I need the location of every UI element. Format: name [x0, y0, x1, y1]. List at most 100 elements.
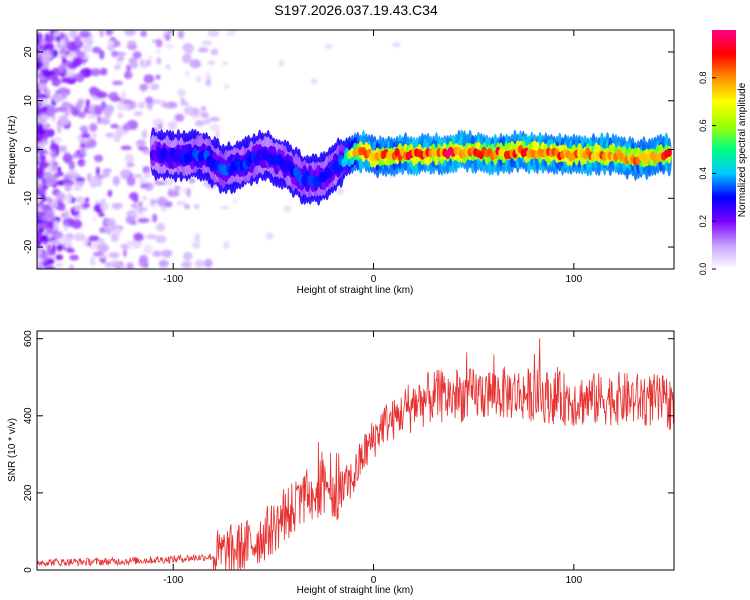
spectrogram-noise-blob — [64, 209, 70, 220]
spectrogram-noise-blob — [126, 262, 135, 269]
spectrogram-noise-blob — [105, 132, 115, 138]
spectrogram-noise-blob — [167, 120, 178, 131]
spectrogram-noise-blob — [137, 217, 150, 224]
spectrogram-noise-blob — [37, 123, 44, 133]
spectrogram-noise-blob — [111, 202, 123, 210]
spectrogram-noise-blob — [185, 70, 190, 77]
spectrogram-noise-blob — [125, 102, 131, 112]
spectrogram-noise-blob — [47, 196, 52, 204]
spectrogram-noise-blob — [120, 169, 131, 180]
spectrogram-noise-blob — [37, 167, 44, 174]
spectrogram-ridge-cell — [341, 158, 347, 168]
spectrogram-x-axis: -100 0 100 — [163, 30, 583, 285]
spectrogram-noise-blob — [205, 78, 211, 87]
spectrogram-noise-blob — [215, 131, 220, 139]
spectrogram-noise-blob — [100, 258, 107, 264]
spectrogram-noise-blob — [66, 41, 77, 52]
spectrogram-noise-blob — [38, 160, 49, 169]
spectrogram-noise-blob — [40, 204, 52, 211]
spectrogram-noise-blob — [92, 216, 97, 221]
spectrogram-x-label: Height of straight line (km) — [297, 285, 414, 296]
colorbar-tick-label: 0.6 — [698, 119, 708, 132]
spectrogram-noise-blob — [155, 222, 166, 232]
spectrogram-noise-blob — [74, 205, 80, 212]
spectrogram-noise-blob — [201, 112, 209, 119]
spectrogram-noise-blob — [61, 101, 70, 109]
spectrogram-noise-blob — [224, 83, 230, 90]
spectrogram-noise-blob — [116, 51, 126, 57]
spectrogram-noise-blob — [229, 30, 237, 33]
spectrogram-noise-blob — [140, 183, 149, 189]
spectrogram-noise-blob — [133, 232, 144, 242]
spectrogram-noise-blob — [160, 249, 173, 257]
spectrogram-noise-blob — [64, 239, 71, 249]
spectrogram-noise-blob — [173, 185, 181, 191]
spectrogram-noise-blob — [183, 101, 189, 106]
colorbar-tick-label: 0.0 — [698, 263, 708, 276]
spectrogram-noise-blob — [40, 223, 47, 229]
spectrogram-noise-blob — [126, 64, 131, 73]
colorbar-tick-label: 0.4 — [698, 167, 708, 180]
spectrogram-noise-blob — [95, 91, 108, 99]
spectrogram-noise-blob — [88, 235, 100, 242]
spectrogram-noise-blob — [67, 174, 75, 180]
spectrogram-noise-blob — [56, 166, 62, 173]
spectrogram-noise-blob — [60, 44, 67, 52]
spectrogram-noise-blob — [130, 202, 139, 209]
spectrogram-noise-blob — [194, 120, 205, 127]
spectrogram-noise-blob — [324, 44, 334, 49]
spectrogram-noise-blob — [140, 30, 147, 38]
spectrogram-noise-blob — [131, 238, 142, 249]
spectrogram-noise-blob — [150, 83, 160, 91]
spectrogram-y-label: Frequency (Hz) — [7, 116, 18, 185]
spectrogram-noise-blob — [80, 133, 91, 138]
spectrogram-noise-blob — [52, 93, 64, 103]
spectrogram-noise-blob — [84, 197, 90, 204]
spectrogram-noise-blob — [90, 256, 96, 267]
spectrogram-noise-blob — [91, 133, 97, 139]
spectrogram-noise-blob — [112, 227, 122, 237]
x-tick-label: 0 — [371, 575, 377, 586]
spectrogram-noise-blob — [41, 53, 49, 63]
spectrogram-noise-blob — [189, 61, 198, 66]
spectrogram-noise-blob — [106, 39, 115, 47]
spectrogram-noise-blob — [53, 136, 62, 144]
spectrogram-noise-blob — [66, 170, 78, 177]
spectrogram-noise-blob — [76, 50, 86, 59]
spectrogram-noise-blob — [143, 171, 152, 178]
spectrogram-noise-blob — [125, 215, 136, 225]
spectrogram-noise-blob — [73, 233, 86, 242]
spectrogram-noise-blob — [177, 30, 185, 39]
spectrogram-noise-blob — [79, 30, 91, 38]
spectrogram-noise-blob — [43, 266, 56, 269]
spectrogram-noise-blob — [191, 241, 201, 249]
spectrogram-noise-blob — [184, 204, 190, 210]
spectrogram-noise-blob — [174, 113, 185, 122]
spectrogram-noise-blob — [132, 51, 142, 59]
spectrogram-noise-blob — [194, 203, 200, 210]
spectrogram-noise-blob — [310, 78, 318, 85]
spectrogram-noise-blob — [40, 68, 50, 74]
spectrogram-noise-blob — [183, 251, 193, 261]
spectrogram-noise-blob — [73, 220, 80, 227]
spectrogram-noise-blob — [120, 145, 132, 151]
spectrogram-noise-blob — [122, 123, 131, 131]
spectrogram-noise-blob — [194, 233, 201, 243]
spectrogram-noise-blob — [145, 96, 153, 105]
spectrogram-noise-blob — [54, 225, 59, 232]
spectrogram-noise-blob — [201, 40, 212, 46]
colorbar-tick-label: 0.8 — [698, 72, 708, 85]
spectrogram-noise-blob — [90, 68, 101, 77]
spectrogram-noise-blob — [100, 118, 111, 125]
spectrogram-noise-blob — [80, 148, 86, 156]
spectrogram-noise-blob — [165, 43, 175, 50]
spectrogram-noise-blob — [184, 47, 193, 55]
spectrogram-noise-blob — [204, 258, 213, 268]
spectrogram-noise-blob — [194, 259, 205, 268]
y-tick-label: 200 — [23, 484, 34, 501]
snr-y-label: SNR (10 * v/v) — [7, 418, 18, 482]
spectrogram-noise-blob — [142, 165, 151, 174]
spectrogram-noise-blob — [48, 106, 60, 114]
spectrogram-noise-blob — [60, 118, 70, 127]
